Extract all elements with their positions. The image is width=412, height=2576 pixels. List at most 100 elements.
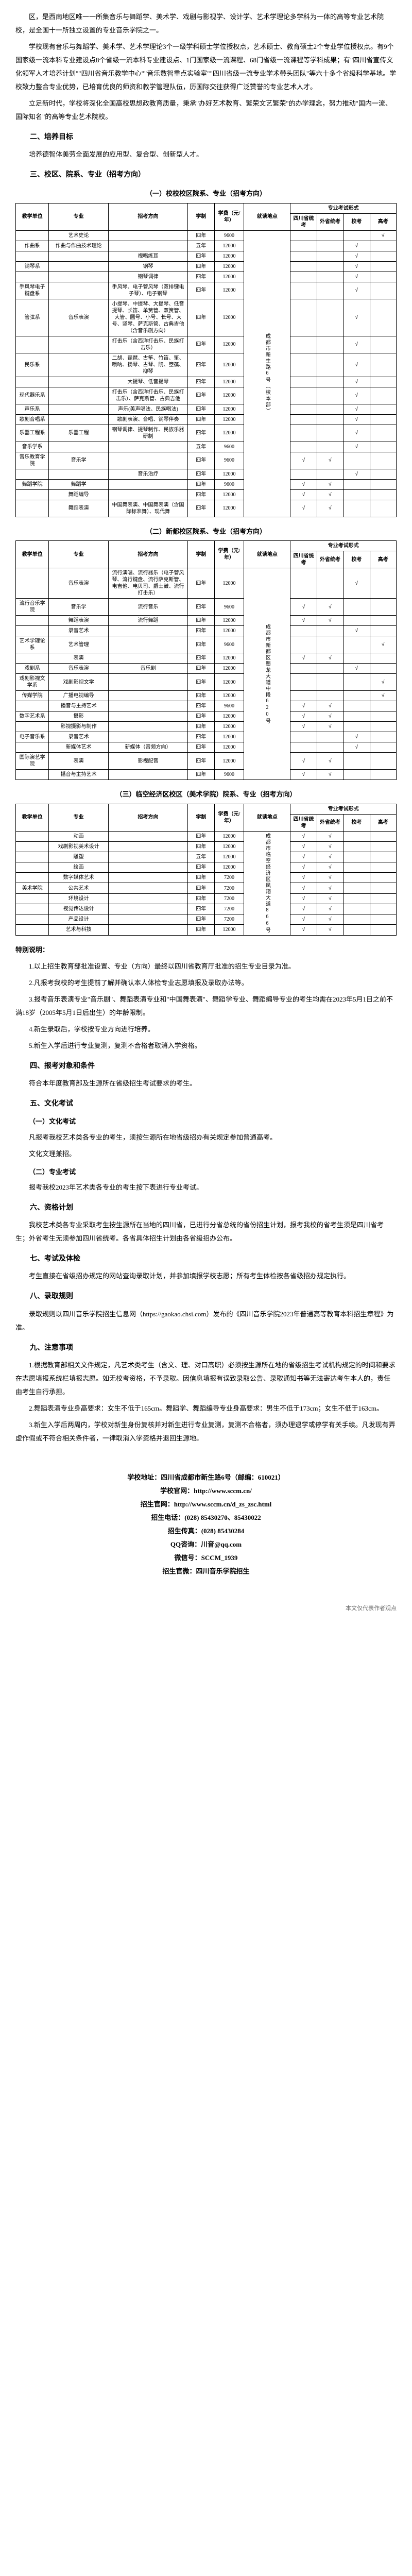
table-cell: 手风琴、电子管风琴（双排键电子琴）、电子钢琴: [108, 282, 187, 299]
table-cell-flag: [317, 261, 343, 272]
table-cell: 舞蹈表演: [49, 500, 109, 517]
table-cell: [108, 873, 187, 883]
table-cell: 12000: [214, 626, 244, 636]
table-cell-flag: [290, 442, 317, 452]
table-cell-flag: [317, 404, 343, 414]
table-cell: 12000: [214, 377, 244, 387]
table-cell-flag: [317, 387, 343, 404]
table-cell-flag: [344, 893, 370, 904]
table-cell: [16, 489, 49, 500]
table-cell: 舞蹈学: [49, 479, 109, 489]
table-cell: 12000: [214, 616, 244, 626]
th-addr1: 就读地点: [244, 541, 290, 568]
table-cell: 打击乐（含西洋打击乐、民族打击乐）: [108, 336, 187, 353]
table-cell: [108, 442, 187, 452]
table-cell-flag: √: [344, 664, 370, 674]
table-cell: [16, 626, 49, 636]
table-cell: 9600: [214, 599, 244, 616]
table-row: 绘画四年12000√√: [16, 862, 397, 873]
table-cell-flag: √: [344, 626, 370, 636]
table-cell-flag: [370, 852, 396, 862]
table-cell-flag: [370, 387, 396, 404]
table-cell: 四年: [188, 883, 214, 893]
table-cell: 流行音乐学院: [16, 599, 49, 616]
table-cell-flag: [370, 353, 396, 377]
table-cell: 四年: [188, 404, 214, 414]
table-cell: 钢琴系: [16, 261, 49, 272]
table-cell: 雕塑: [49, 852, 109, 862]
table-cell: 9600: [214, 636, 244, 653]
section5-p2: 文化文理兼招。: [15, 1147, 397, 1161]
table-cell-address: 成都市临空经济区凤翔大道866号: [244, 831, 290, 935]
table-cell: 打击乐（含西洋打击乐、民族打击乐）、萨克斯管、古典吉他: [108, 387, 187, 404]
table-cell: [16, 862, 49, 873]
table-cell-flag: [344, 653, 370, 664]
table-cell: 12000: [214, 691, 244, 701]
table-row: 民乐系二胡、琵琶、古筝、竹笛、笙、唢呐、扬琴、古琴、阮、箜篌、柳琴四年12000…: [16, 353, 397, 377]
table-cell: 乐器工程系: [16, 425, 49, 442]
table-cell: [108, 626, 187, 636]
table-cell-flag: [344, 852, 370, 862]
table-cell-flag: [290, 272, 317, 282]
table-cell: 现代器乐系: [16, 387, 49, 404]
table-cell-address: 成都市新生路6号（校本部）: [244, 230, 290, 517]
table-cell-flag: [290, 377, 317, 387]
th-flag3: 校考: [344, 551, 370, 568]
table-cell: [108, 241, 187, 251]
table-cell-flag: √: [344, 282, 370, 299]
table-cell-flag: [290, 404, 317, 414]
table-cell: 四年: [188, 753, 214, 770]
table-cell-flag: [370, 469, 396, 479]
table-cell-flag: √: [344, 272, 370, 282]
table-cell-flag: √: [317, 500, 343, 517]
table-cell: [108, 841, 187, 852]
table-cell: 12000: [214, 742, 244, 753]
table-cell-flag: √: [317, 852, 343, 862]
table-cell-flag: [370, 282, 396, 299]
table-cell-flag: √: [344, 404, 370, 414]
table-cell: [108, 230, 187, 241]
table-cell-flag: [344, 841, 370, 852]
table-cell: [16, 701, 49, 711]
table-cell-flag: [344, 883, 370, 893]
table1-head: 教学单位 专业 招考方向 学制 学费（元/年） 就读地点 专业考试形式 四川省统…: [16, 203, 397, 230]
table-cell-flag: √: [317, 452, 343, 469]
table-cell: 音乐表演: [49, 568, 109, 599]
table3-body: 动画四年12000成都市临空经济区凤翔大道866号√√戏剧影视美术设计四年120…: [16, 831, 397, 935]
table-cell: 美术学院: [16, 883, 49, 893]
special-p5: 5.新生入学后进行专业复测，复测不合格者取消入学资格。: [15, 1039, 397, 1053]
table-cell-flag: [370, 862, 396, 873]
special-title: 特别说明：: [15, 944, 397, 956]
table-row: 音乐教育学院音乐学四年9600√√: [16, 452, 397, 469]
table-cell: [16, 873, 49, 883]
table-cell: 四年: [188, 489, 214, 500]
table-row: 电子音乐系录音艺术四年12000√: [16, 732, 397, 742]
table-cell-flag: √: [344, 261, 370, 272]
table-cell-flag: √: [317, 722, 343, 732]
table-cell: 五年: [188, 852, 214, 862]
table-row: 流行音乐学院音乐学流行音乐四年9600√√: [16, 599, 397, 616]
table2-caption: （二）新都校区院系、专业（招考方向）: [15, 526, 397, 537]
table-cell: 12000: [214, 489, 244, 500]
table-cell: 录音艺术: [49, 626, 109, 636]
table-cell: 7200: [214, 914, 244, 925]
table-cell: 四年: [188, 862, 214, 873]
table-cell: [49, 353, 109, 377]
section7-p1: 考生直接在省级招办规定的网站查询录取计划，并参加填报学校志愿；所有考生体检按各省…: [15, 1269, 397, 1283]
table-cell: 9600: [214, 230, 244, 241]
section7-title: 七、考试及体检: [15, 1252, 397, 1265]
table-cell-flag: [344, 674, 370, 691]
table-cell: 音乐剧: [108, 664, 187, 674]
intro-p1: 区，是西南地区唯一一所集音乐与舞蹈学、美术学、戏剧与影视学、设计学、艺术学理论多…: [15, 10, 397, 37]
table-row: 戏剧影视美术设计四年12000√√: [16, 841, 397, 852]
table-cell: [108, 893, 187, 904]
table-cell-flag: [370, 414, 396, 425]
table-cell: 四年: [188, 732, 214, 742]
table-cell-flag: [317, 336, 343, 353]
table-cell: [108, 636, 187, 653]
table-cell-flag: [317, 272, 343, 282]
table-cell: 四年: [188, 282, 214, 299]
table-cell: 12000: [214, 353, 244, 377]
table-cell: 播音与主持艺术: [49, 770, 109, 780]
table-cell: 12000: [214, 653, 244, 664]
